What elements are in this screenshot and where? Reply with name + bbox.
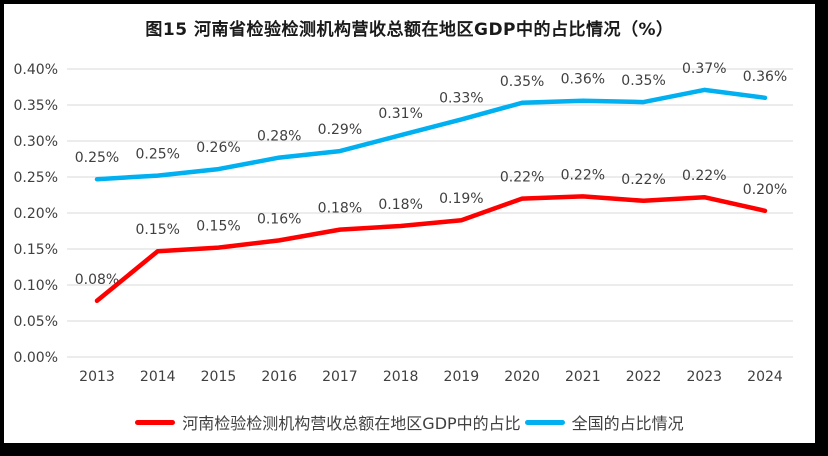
data-label-henan: 0.20% — [743, 182, 787, 198]
data-label-national: 0.36% — [743, 69, 787, 85]
x-tick-label: 2016 — [261, 369, 297, 385]
legend-item-henan[interactable]: 河南检验检测机构营收总额在地区GDP中的占比 — [135, 410, 521, 434]
y-tick-label: 0.40% — [14, 62, 58, 78]
data-label-national: 0.33% — [439, 90, 483, 106]
y-tick-label: 0.20% — [14, 206, 58, 222]
data-label-henan: 0.22% — [561, 167, 605, 183]
data-label-national: 0.29% — [318, 122, 362, 138]
x-tick-label: 2022 — [626, 369, 662, 385]
data-label-henan: 0.15% — [135, 222, 179, 238]
y-tick-label: 0.00% — [14, 350, 58, 366]
data-label-national: 0.25% — [135, 147, 179, 163]
data-label-henan: 0.16% — [257, 211, 301, 227]
y-tick-label: 0.35% — [14, 98, 58, 114]
legend-label-henan: 河南检验检测机构营收总额在地区GDP中的占比 — [182, 414, 521, 433]
x-tick-label: 2023 — [686, 369, 722, 385]
x-tick-label: 2020 — [504, 369, 540, 385]
data-label-henan: 0.08% — [75, 272, 119, 288]
data-label-national: 0.35% — [621, 73, 665, 89]
x-tick-label: 2014 — [140, 369, 176, 385]
y-tick-label: 0.05% — [14, 314, 58, 330]
data-label-henan: 0.22% — [621, 172, 665, 188]
y-tick-label: 0.15% — [14, 242, 58, 258]
x-tick-label: 2018 — [383, 369, 419, 385]
x-tick-label: 2013 — [79, 369, 115, 385]
y-tick-label: 0.10% — [14, 278, 58, 294]
data-label-henan: 0.22% — [682, 168, 726, 184]
x-tick-label: 2017 — [322, 369, 358, 385]
x-tick-label: 2021 — [565, 369, 601, 385]
data-label-henan: 0.18% — [378, 197, 422, 213]
henan-line-swatch-icon — [135, 419, 176, 425]
data-label-national: 0.31% — [378, 106, 422, 122]
data-label-henan: 0.18% — [318, 201, 362, 217]
data-label-henan: 0.15% — [196, 219, 240, 235]
data-label-national: 0.25% — [75, 150, 119, 166]
legend: 河南检验检测机构营收总额在地区GDP中的占比 全国的占比情况 — [4, 410, 815, 434]
legend-label-national: 全国的占比情况 — [571, 414, 684, 433]
data-label-national: 0.35% — [500, 74, 544, 90]
data-label-henan: 0.19% — [439, 191, 483, 207]
data-label-national: 0.26% — [196, 140, 240, 156]
plot-svg: 0.00% 0.05% 0.10% 0.15% 0.20% 0.25% 0.30% 0.35%… — [14, 61, 793, 385]
x-tick-label: 2015 — [201, 369, 237, 385]
legend-item-national[interactable]: 全国的占比情况 — [524, 410, 684, 434]
x-tick-label: 2024 — [747, 369, 783, 385]
data-label-national: 0.36% — [561, 72, 605, 88]
x-tick-label: 2019 — [444, 369, 480, 385]
data-label-national: 0.28% — [257, 129, 301, 145]
chart-frame: 图15 河南省检验检测机构营收总额在地区GDP中的占比情况（%） 0.00% 0.… — [4, 4, 815, 443]
chart-title: 图15 河南省检验检测机构营收总额在地区GDP中的占比情况（%） — [145, 20, 674, 40]
y-tick-label: 0.30% — [14, 134, 58, 150]
series-line-national — [94, 87, 768, 182]
national-line-swatch-icon — [524, 419, 565, 425]
data-label-henan: 0.22% — [500, 170, 544, 186]
data-label-national: 0.37% — [682, 61, 726, 77]
y-tick-label: 0.25% — [14, 170, 58, 186]
series-line-henan — [94, 194, 768, 304]
